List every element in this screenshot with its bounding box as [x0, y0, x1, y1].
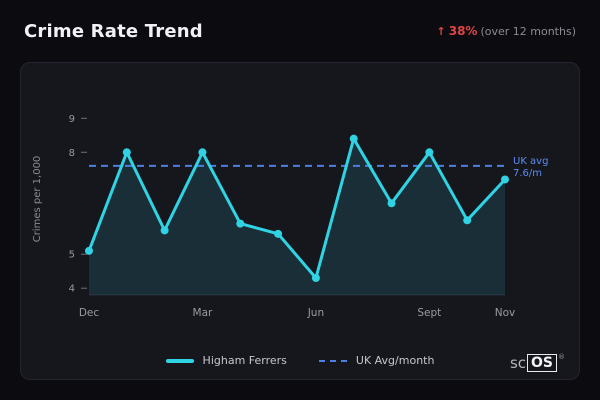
svg-text:5: 5 — [69, 250, 75, 261]
svg-text:Crimes per 1,000: Crimes per 1,000 — [32, 156, 43, 243]
up-arrow-icon: ↑ — [436, 25, 446, 38]
reference-dash-swatch — [318, 359, 347, 362]
legend-label: UK Avg/month — [355, 354, 435, 367]
page-title: Crime Rate Trend — [24, 20, 203, 42]
series-line-swatch — [165, 358, 194, 363]
trend-stat-caption: (over 12 months) — [480, 25, 576, 38]
svg-text:Nov: Nov — [495, 307, 516, 319]
svg-text:8: 8 — [69, 148, 75, 159]
svg-text:4: 4 — [69, 284, 75, 295]
svg-text:7.6/m: 7.6/m — [513, 168, 542, 179]
registered-mark: ® — [558, 353, 565, 361]
svg-text:Dec: Dec — [79, 307, 100, 319]
svg-text:9: 9 — [69, 114, 75, 125]
svg-text:Jun: Jun — [307, 307, 324, 319]
legend-item-uk-avg: UK Avg/month — [318, 354, 435, 367]
trend-stat-value: 38% — [448, 24, 478, 38]
chart-legend: Higham Ferrers UK Avg/month — [21, 354, 579, 367]
svg-text:UK avg: UK avg — [513, 156, 548, 167]
svg-text:Mar: Mar — [193, 307, 213, 319]
legend-item-higham-ferrers: Higham Ferrers — [165, 354, 287, 367]
legend-label: Higham Ferrers — [202, 354, 287, 367]
page-header: Crime Rate Trend ↑ 38% (over 12 months) — [0, 0, 600, 56]
chart-card: 9 8 5 4 Dec Mar Jun Sept Nov UK avg 7.6/m Crimes pe… — [20, 62, 580, 380]
logo-prefix: sc — [509, 353, 527, 372]
scos-logo: sc OS ® — [510, 354, 565, 372]
trend-stat: ↑ 38% (over 12 months) — [437, 24, 577, 38]
svg-text:Sept: Sept — [417, 307, 441, 319]
logo-box: OS — [527, 354, 557, 372]
